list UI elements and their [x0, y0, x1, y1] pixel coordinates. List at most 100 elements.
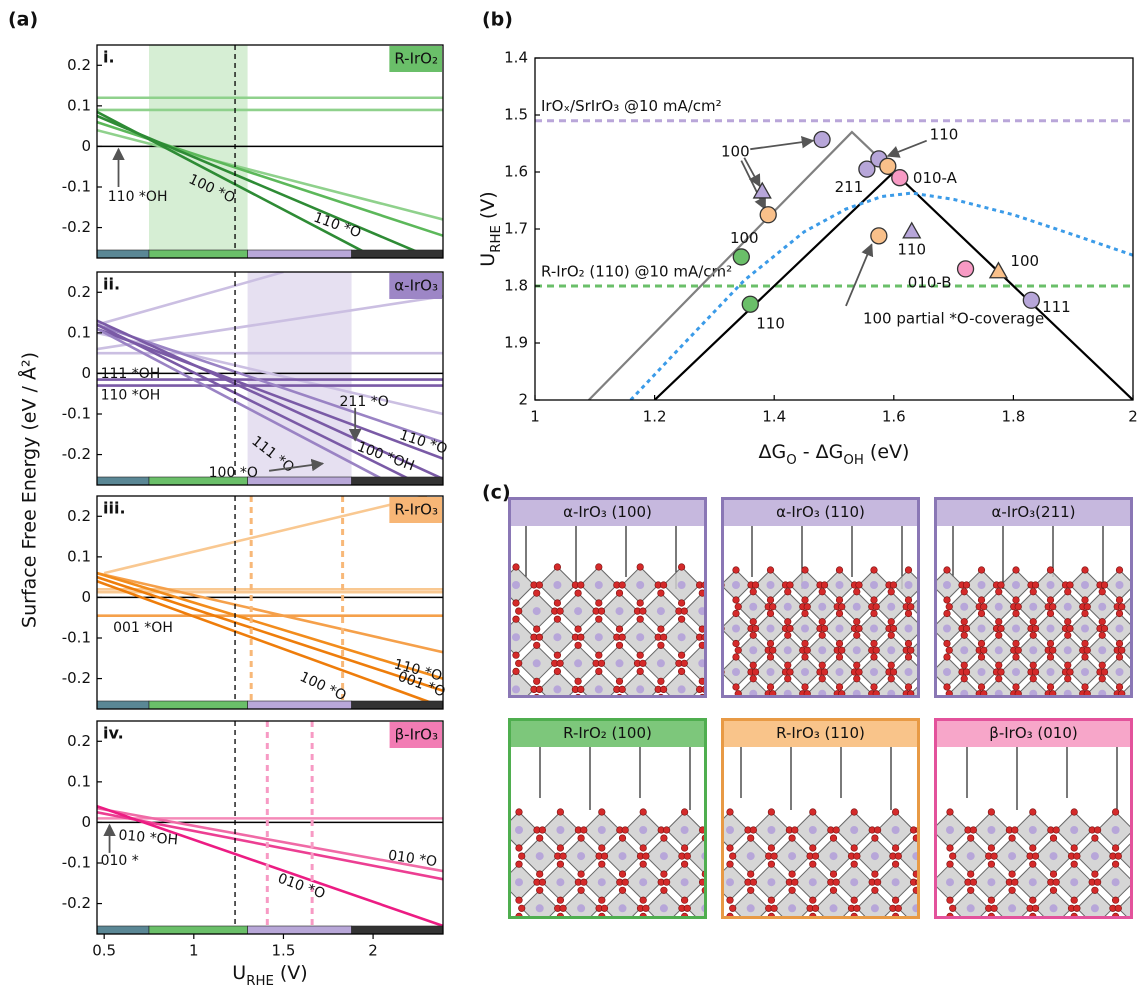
point-label: 211 [835, 178, 864, 196]
oxygen-atom [732, 596, 740, 604]
data-point [813, 130, 831, 149]
oxygen-atom [699, 931, 706, 938]
oxygen-atom [734, 603, 742, 611]
iridium-atom [966, 852, 975, 861]
oxygen-atom [891, 808, 900, 816]
oxygen-atom [726, 896, 734, 904]
iridium-atom [943, 624, 951, 633]
oxygen-atom [887, 588, 895, 596]
shaded-region [148, 45, 248, 258]
oxygen-atom [615, 677, 624, 685]
octahedron [841, 678, 873, 698]
oxygen-atom [919, 671, 920, 673]
iridium-atom [829, 904, 838, 913]
oxygen-atom [495, 738, 502, 745]
oxygen-atom [887, 675, 895, 683]
oxygen-atom [853, 618, 861, 626]
iridium-atom [726, 878, 734, 887]
iridium-atom [619, 957, 627, 965]
octahedron [1112, 915, 1119, 919]
oxygen-atom [889, 581, 898, 589]
iridium-atom [618, 904, 627, 913]
x-axis-label-part: RHE [246, 974, 274, 988]
oxygen-atom [578, 975, 585, 982]
iridium-atom [1132, 692, 1133, 696]
octahedron [737, 678, 769, 698]
iridium-atom [598, 930, 606, 938]
octahedron [726, 915, 734, 919]
iridium-atom [594, 685, 603, 694]
oxygen-atom [960, 631, 968, 639]
oxygen-atom [789, 939, 796, 946]
octahedron [1077, 943, 1113, 979]
octahedron [1017, 678, 1049, 698]
iridium-atom [809, 983, 817, 988]
iridium-atom [987, 826, 996, 834]
oxygen-atom [1014, 646, 1022, 654]
oxygen-atom [960, 618, 968, 626]
structure-title: α-IrO₃ (110) [776, 503, 865, 521]
iridium-atom [618, 852, 627, 861]
oxygen-atom [559, 904, 567, 912]
oxygen-atom [767, 844, 776, 852]
y-tick-label: 0.2 [67, 507, 91, 525]
iridium-atom [1098, 646, 1107, 655]
oxygen-atom [988, 965, 995, 972]
oxygen-atom [1046, 653, 1055, 661]
oxygen-atom [766, 609, 775, 618]
oxygen-atom [1133, 675, 1139, 682]
oxygen-atom [498, 827, 505, 834]
oxygen-atom [1081, 653, 1089, 661]
oxygen-atom [750, 931, 757, 938]
oxygen-atom [709, 879, 716, 886]
oxygen-atom [904, 683, 913, 691]
y-tick-label: 1.4 [504, 49, 528, 67]
point-label: 100 [1010, 252, 1039, 270]
oxygen-atom [850, 896, 858, 904]
oxygen-atom [851, 712, 858, 719]
oxygen-atom [595, 651, 603, 659]
oxygen-atom [829, 886, 838, 894]
oxygen-atom [835, 683, 844, 691]
oxygen-atom [1064, 618, 1072, 626]
iridium-atom [766, 624, 775, 633]
energy-line [97, 319, 443, 481]
oxygen-atom [1064, 588, 1072, 596]
iridium-atom [512, 685, 520, 694]
oxygen-atom [1118, 603, 1126, 611]
oxygen-atom [965, 931, 972, 938]
octahedron [994, 943, 1030, 979]
oxygen-atom [534, 931, 541, 938]
iridium-atom [801, 624, 809, 633]
iridium-atom [870, 581, 878, 589]
phase-bar [247, 700, 352, 709]
iridium-atom [515, 826, 523, 834]
iridium-atom [749, 602, 758, 611]
oxygen-atom [1115, 566, 1124, 574]
structure-border [508, 718, 707, 919]
iridium-atom [681, 983, 689, 988]
oxygen-atom [559, 852, 567, 860]
iridium-atom [960, 646, 969, 655]
oxygen-atom [1114, 852, 1122, 860]
y-tick-label: -0.2 [62, 894, 91, 912]
oxygen-atom [658, 983, 665, 988]
annotation: 010 *O [387, 848, 438, 871]
oxygen-atom [598, 712, 605, 719]
oxygen-atom [1012, 566, 1020, 574]
oxygen-atom [766, 596, 775, 604]
octahedron [795, 969, 831, 988]
iridium-atom [904, 668, 913, 676]
oxygen-atom [640, 949, 647, 956]
oxygen-atom [580, 878, 588, 886]
oxygen-atom [1101, 712, 1108, 719]
iridium-atom [891, 826, 900, 834]
material-tag [389, 722, 442, 748]
oxygen-atom [967, 870, 975, 878]
octahedron [1118, 943, 1139, 979]
oxygen-atom [556, 844, 565, 852]
octahedron [662, 670, 701, 698]
oxygen-atom [750, 983, 757, 988]
iridium-atom [636, 581, 645, 589]
oxygen-atom [934, 949, 941, 956]
